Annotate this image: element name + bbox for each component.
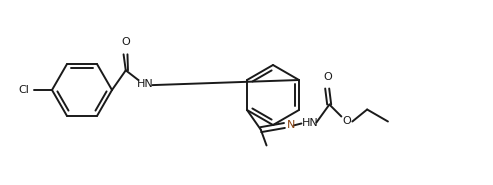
Text: O: O — [342, 117, 351, 127]
Text: N: N — [287, 120, 296, 130]
Text: Cl: Cl — [19, 85, 30, 95]
Text: HN: HN — [302, 118, 319, 129]
Text: O: O — [323, 72, 332, 82]
Text: O: O — [121, 37, 130, 47]
Text: HN: HN — [137, 79, 154, 89]
